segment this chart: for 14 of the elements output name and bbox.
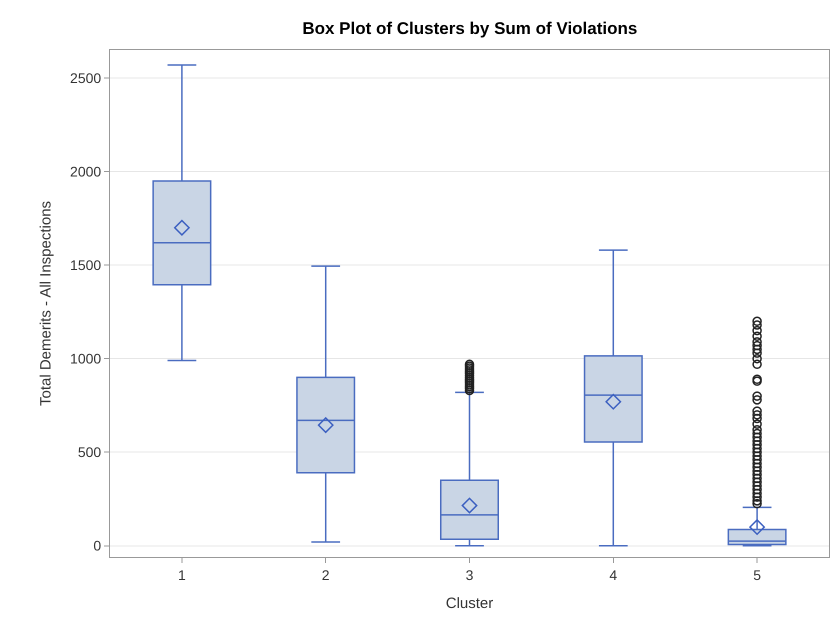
x-tick-label: 2 — [322, 566, 330, 583]
y-tick-label: 500 — [78, 444, 102, 460]
y-tick-label: 1000 — [70, 350, 102, 367]
y-tick-label: 1500 — [70, 257, 102, 274]
x-tick-label: 4 — [609, 566, 618, 583]
x-axis-title: Cluster — [446, 594, 494, 612]
x-tick-label: 3 — [466, 566, 474, 583]
x-tick-label: 1 — [178, 566, 186, 583]
y-tick-label: 2500 — [70, 70, 102, 86]
chart-title: Box Plot of Clusters by Sum of Violations — [302, 19, 638, 38]
x-tick-label: 5 — [753, 566, 762, 583]
y-tick-label: 2000 — [70, 164, 102, 180]
y-axis-title: Total Demerits - All Inspections — [37, 200, 54, 406]
y-tick-label: 0 — [93, 538, 102, 554]
